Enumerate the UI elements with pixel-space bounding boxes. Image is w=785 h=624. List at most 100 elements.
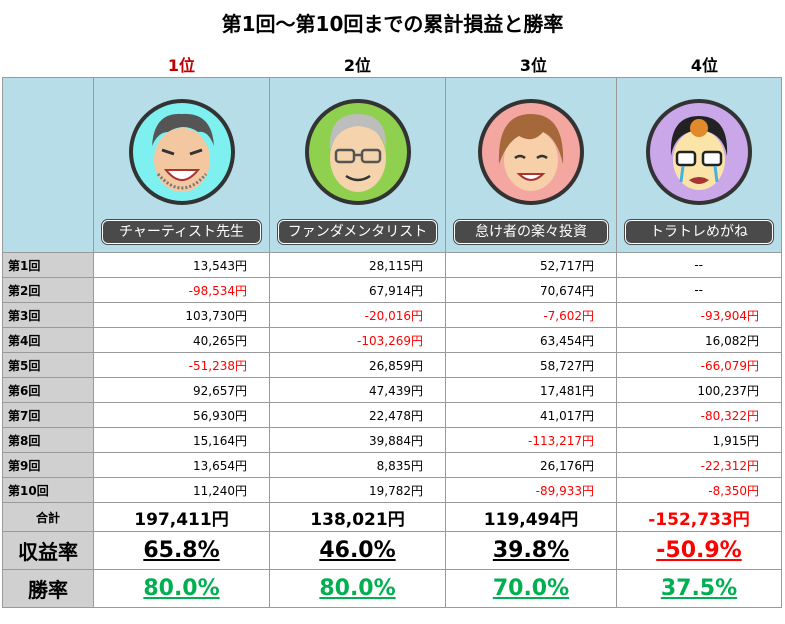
winrate-value-text: 70.0% <box>492 576 570 601</box>
round-value: -103,269円 <box>269 327 446 353</box>
round-value: -- <box>616 277 782 303</box>
round-label: 第7回 <box>2 402 94 428</box>
rank-1-label: 1位 <box>167 56 196 75</box>
round-value: 100,237円 <box>616 377 782 403</box>
total-value: 119,494円 <box>445 502 617 532</box>
winrate-label: 勝率 <box>2 569 94 608</box>
round-label: 第8回 <box>2 427 94 453</box>
round-value: -22,312円 <box>616 452 782 478</box>
round-value: 17,481円 <box>445 377 617 403</box>
round-label: 第1回 <box>2 252 94 278</box>
round-value: 28,115円 <box>269 252 446 278</box>
return-value: -50.9% <box>616 531 782 570</box>
player-4-name: トラトレめがね <box>625 220 773 244</box>
player-2-name: ファンダメンタリスト <box>278 220 437 244</box>
round-value: 56,930円 <box>93 402 270 428</box>
table-row: 第3回 103,730円 -20,016円 -7,602円 -93,904円 <box>2 302 782 328</box>
table-row: 第9回 13,654円 8,835円 26,176円 -22,312円 <box>2 452 782 478</box>
winrate-value: 37.5% <box>616 569 782 608</box>
round-value: -8,350円 <box>616 477 782 503</box>
page-title: 第1回～第10回までの累計損益と勝率 <box>221 12 564 36</box>
round-value: 70,674円 <box>445 277 617 303</box>
brown-haired-man-icon <box>478 99 584 205</box>
round-value: 41,017円 <box>445 402 617 428</box>
table-row: 第4回 40,265円 -103,269円 63,454円 16,082円 <box>2 327 782 353</box>
round-value: -20,016円 <box>269 302 446 328</box>
round-value: -98,534円 <box>93 277 270 303</box>
round-value: 103,730円 <box>93 302 270 328</box>
round-value: 63,454円 <box>445 327 617 353</box>
table-row: 第10回 11,240円 19,782円 -89,933円 -8,350円 <box>2 477 782 503</box>
round-value: 11,240円 <box>93 477 270 503</box>
round-value: 16,082円 <box>616 327 782 353</box>
return-label: 収益率 <box>2 531 94 570</box>
rank-header: 1位 2位 3位 4位 <box>0 52 785 75</box>
table-row: 第8回 15,164円 39,884円 -113,217円 1,915円 <box>2 427 782 453</box>
rank-3-label: 3位 <box>519 56 548 75</box>
winrate-value: 80.0% <box>93 569 270 608</box>
round-value: 39,884円 <box>269 427 446 453</box>
return-value-text: -50.9% <box>656 538 742 563</box>
round-label: 第6回 <box>2 377 94 403</box>
player-4-cell: トラトレめがね <box>616 77 782 253</box>
total-value: -152,733円 <box>616 502 782 532</box>
results-table: チャーティスト先生 ファンダメンタリスト 怠け者の楽々投資 <box>2 77 782 608</box>
round-value: 13,654円 <box>93 452 270 478</box>
return-value-text: 46.0% <box>319 538 396 563</box>
winrate-value-text: 37.5% <box>660 576 738 601</box>
winrate-value: 80.0% <box>269 569 446 608</box>
return-value: 46.0% <box>269 531 446 570</box>
table-row: 第5回 -51,238円 26,859円 58,727円 -66,079円 <box>2 352 782 378</box>
smiling-bearded-man-icon <box>128 99 235 205</box>
table-row: 第2回 -98,534円 67,914円 70,674円 -- <box>2 277 782 303</box>
rank-2-label: 2位 <box>343 56 372 75</box>
winrate-value: 70.0% <box>445 569 617 608</box>
round-value: 8,835円 <box>269 452 446 478</box>
round-value: 13,543円 <box>93 252 270 278</box>
avatar-row: チャーティスト先生 ファンダメンタリスト 怠け者の楽々投資 <box>2 77 782 253</box>
round-value: -7,602円 <box>445 302 617 328</box>
header-corner <box>2 77 94 253</box>
round-value: 26,176円 <box>445 452 617 478</box>
player-3-cell: 怠け者の楽々投資 <box>445 77 617 253</box>
total-value: 197,411円 <box>93 502 270 532</box>
round-value: 40,265円 <box>93 327 270 353</box>
round-value: 19,782円 <box>269 477 446 503</box>
round-value: 47,439円 <box>269 377 446 403</box>
round-value: 67,914円 <box>269 277 446 303</box>
round-label: 第5回 <box>2 352 94 378</box>
total-row: 合計 197,411円 138,021円 119,494円 -152,733円 <box>2 502 782 532</box>
round-label: 第3回 <box>2 302 94 328</box>
return-value-text: 65.8% <box>143 538 220 563</box>
winrate-row: 勝率 80.0% 80.0% 70.0% 37.5% <box>2 569 782 608</box>
round-label: 第9回 <box>2 452 94 478</box>
return-value-text: 39.8% <box>492 538 570 563</box>
player-1-name: チャーティスト先生 <box>102 220 261 244</box>
total-value: 138,021円 <box>269 502 446 532</box>
round-value: -80,322円 <box>616 402 782 428</box>
round-value: 22,478円 <box>269 402 446 428</box>
total-label: 合計 <box>2 502 94 532</box>
table-row: 第7回 56,930円 22,478円 41,017円 -80,322円 <box>2 402 782 428</box>
round-value: -89,933円 <box>445 477 617 503</box>
gray-haired-man-glasses-icon <box>304 99 411 205</box>
round-value: 1,915円 <box>616 427 782 453</box>
round-label: 第10回 <box>2 477 94 503</box>
round-value: 26,859円 <box>269 352 446 378</box>
winrate-value-text: 80.0% <box>319 576 396 601</box>
round-value: 92,657円 <box>93 377 270 403</box>
table-row: 第6回 92,657円 47,439円 17,481円 100,237円 <box>2 377 782 403</box>
player-1-cell: チャーティスト先生 <box>93 77 270 253</box>
rank-4-label: 4位 <box>690 56 719 75</box>
round-value: 15,164円 <box>93 427 270 453</box>
table-row: 第1回 13,543円 28,115円 52,717円 -- <box>2 252 782 278</box>
round-value: 52,717円 <box>445 252 617 278</box>
round-value: 58,727円 <box>445 352 617 378</box>
player-3-name: 怠け者の楽々投資 <box>454 220 608 244</box>
crying-man-glasses-icon <box>646 99 752 205</box>
round-value: -113,217円 <box>445 427 617 453</box>
return-value: 39.8% <box>445 531 617 570</box>
return-row: 収益率 65.8% 46.0% 39.8% -50.9% <box>2 531 782 570</box>
return-value: 65.8% <box>93 531 270 570</box>
round-value: -93,904円 <box>616 302 782 328</box>
